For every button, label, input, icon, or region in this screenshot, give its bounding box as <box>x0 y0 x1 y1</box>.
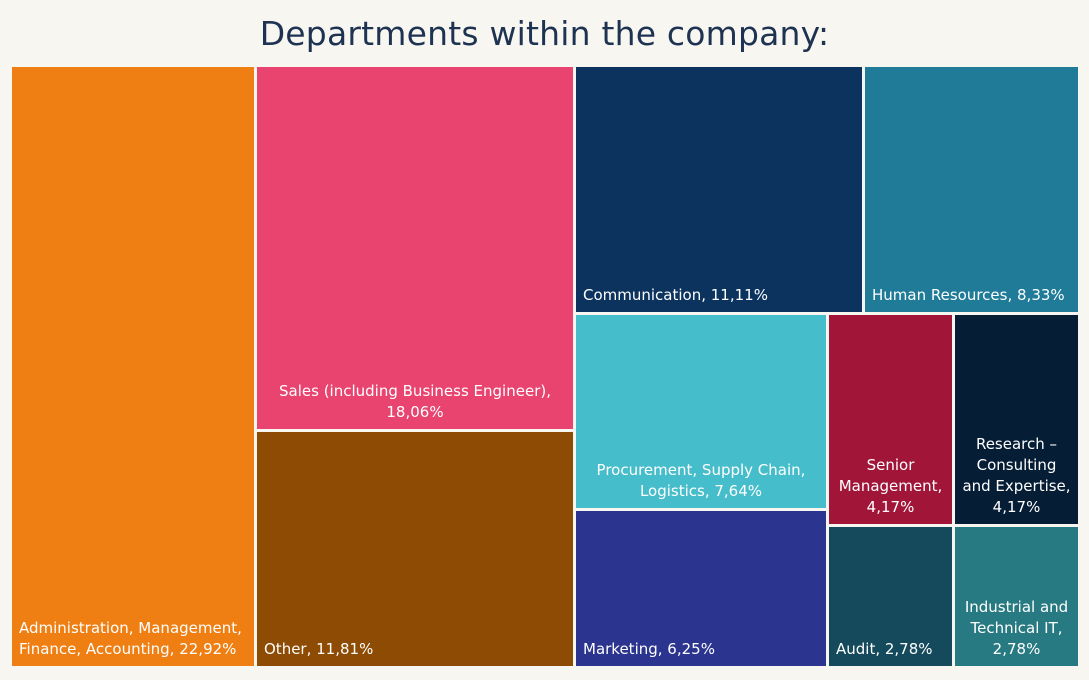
treemap-tile-sales-including-business-engineer: Sales (including Business Engineer), 18,… <box>257 67 573 429</box>
treemap-tile-administration-management-finance-accounting: Administration, Management, Finance, Acc… <box>12 67 254 666</box>
tile-label: Human Resources, 8,33% <box>872 286 1065 304</box>
tile-label: Procurement, Supply Chain, Logistics, 7,… <box>596 461 806 500</box>
treemap-tile-research-consulting-and-expertise: Research – Consulting and Expertise, 4,1… <box>955 315 1078 524</box>
treemap-tile-communication: Communication, 11,11% <box>576 67 862 312</box>
treemap-tile-industrial-and-technical-it: Industrial and Technical IT, 2,78% <box>955 527 1078 666</box>
tile-label: Communication, 11,11% <box>583 286 768 304</box>
treemap-tile-human-resources: Human Resources, 8,33% <box>865 67 1078 312</box>
chart-title: Departments within the company: <box>259 14 830 53</box>
treemap-tile-senior-management: Senior Management, 4,17% <box>829 315 952 524</box>
treemap-tile-audit: Audit, 2,78% <box>829 527 952 666</box>
tile-label: Other, 11,81% <box>264 640 374 658</box>
treemap-tile-marketing: Marketing, 6,25% <box>576 511 826 666</box>
tile-label: Industrial and Technical IT, 2,78% <box>964 598 1069 658</box>
tile-label: Senior Management, 4,17% <box>838 456 943 516</box>
treemap-tile-other: Other, 11,81% <box>257 432 573 666</box>
tile-label: Sales (including Business Engineer), 18,… <box>279 382 551 421</box>
tile-label: Audit, 2,78% <box>836 640 933 658</box>
treemap-tile-procurement-supply-chain-logistics: Procurement, Supply Chain, Logistics, 7,… <box>576 315 826 508</box>
tile-label: Research – Consulting and Expertise, 4,1… <box>962 435 1071 516</box>
tile-label: Administration, Management, Finance, Acc… <box>19 619 242 658</box>
tile-label: Marketing, 6,25% <box>583 640 715 658</box>
